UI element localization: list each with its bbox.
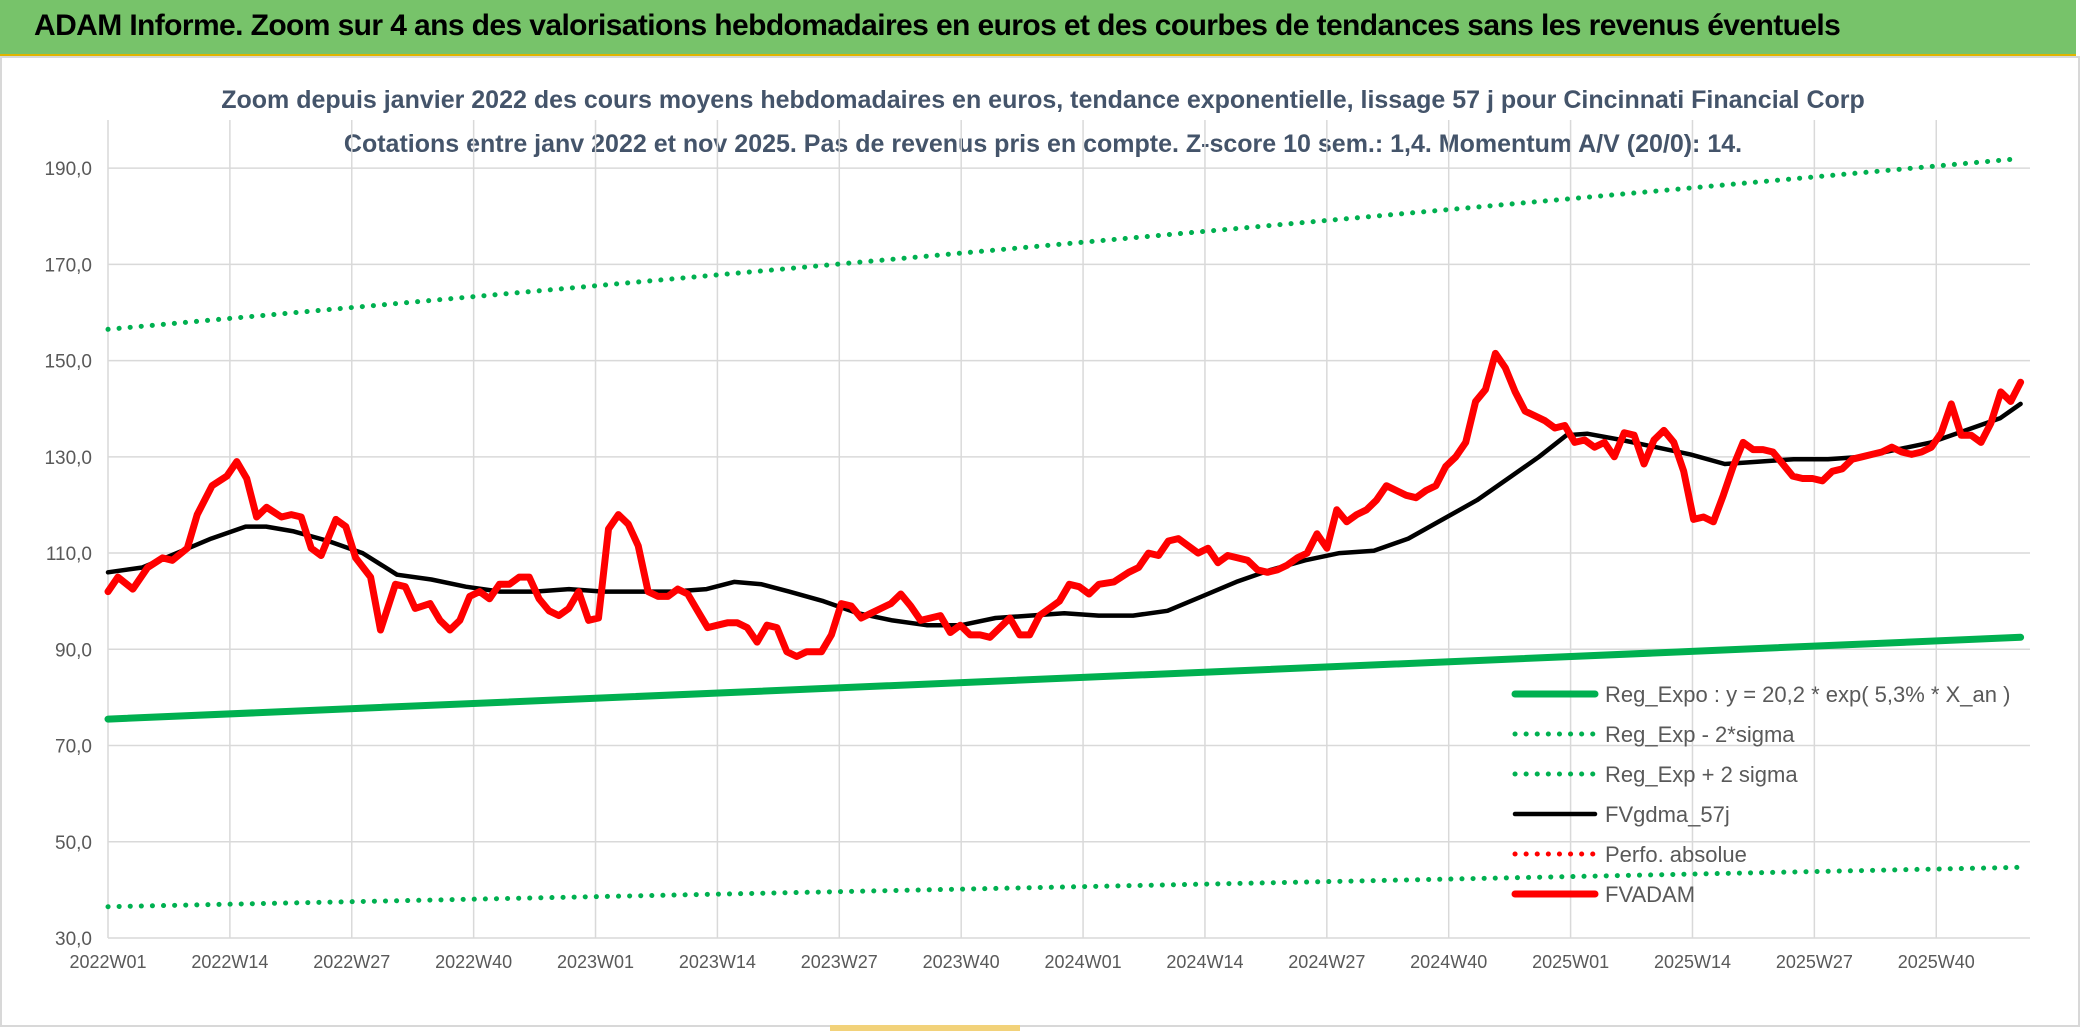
x-tick-label: 2022W01 — [69, 952, 146, 972]
y-tick-label: 30,0 — [55, 929, 92, 950]
axis-labels: 30,0 50,0 70,0 90,0 110,0 130,0 150,0 170,0 190,… — [44, 159, 1974, 972]
legend-label: Reg_Expo : y = 20,2 * exp( 5,3% * X_an ) — [1605, 682, 2010, 707]
legend-label: Reg_Exp - 2*sigma — [1605, 722, 1795, 747]
y-tick-label: 130,0 — [44, 448, 92, 469]
legend-label: FVgdma_57j — [1605, 802, 1730, 827]
x-tick-label: 2022W14 — [191, 952, 268, 972]
x-tick-label: 2025W14 — [1654, 952, 1731, 972]
header-banner: ADAM Informe. Zoom sur 4 ans des valoris… — [0, 0, 2076, 56]
y-tick-label: 50,0 — [55, 833, 92, 854]
y-tick-label: 70,0 — [55, 737, 92, 758]
x-tick-label: 2024W27 — [1288, 952, 1365, 972]
x-tick-label: 2024W14 — [1166, 952, 1243, 972]
page-title: ADAM Informe. Zoom sur 4 ans des valoris… — [34, 9, 1841, 42]
y-tick-label: 90,0 — [55, 640, 92, 661]
x-tick-label: 2023W01 — [557, 952, 634, 972]
grid-lines — [107, 120, 2030, 939]
legend: Reg_Expo : y = 20,2 * exp( 5,3% * X_an )… — [1511, 682, 2010, 907]
x-tick-label: 2025W01 — [1532, 952, 1609, 972]
x-tick-label: 2023W40 — [923, 952, 1000, 972]
chart-subtitle: Cotations entre janv 2022 et nov 2025. P… — [344, 130, 1742, 158]
chart-title: Zoom depuis janvier 2022 des cours moyen… — [221, 86, 1865, 114]
chart-border — [0, 56, 2080, 1027]
series-line-2 — [105, 156, 2024, 332]
y-tick-label: 110,0 — [46, 544, 92, 565]
y-tick-label: 150,0 — [44, 352, 92, 373]
x-tick-label: 2025W27 — [1776, 952, 1853, 972]
x-tick-label: 2023W27 — [801, 952, 878, 972]
series-line-5 — [104, 349, 2025, 660]
x-tick-label: 2024W40 — [1410, 952, 1487, 972]
x-tick-label: 2023W14 — [679, 952, 756, 972]
footer-accent — [830, 1025, 1020, 1031]
y-tick-label: 190,0 — [44, 159, 92, 180]
series-line-3 — [105, 401, 2023, 628]
x-tick-label: 2022W27 — [313, 952, 390, 972]
y-tick-label: 170,0 — [44, 255, 92, 276]
x-tick-label: 2025W40 — [1898, 952, 1975, 972]
series-line-1 — [105, 864, 2024, 910]
legend-label: Perfo. absolue — [1605, 842, 1747, 867]
legend-label: Reg_Exp + 2 sigma — [1605, 762, 1798, 787]
x-tick-label: 2024W01 — [1045, 952, 1122, 972]
legend-label: FVADAM — [1605, 882, 1695, 907]
series-line-0 — [104, 633, 2025, 723]
x-tick-label: 2022W40 — [435, 952, 512, 972]
series-layer — [104, 156, 2025, 910]
